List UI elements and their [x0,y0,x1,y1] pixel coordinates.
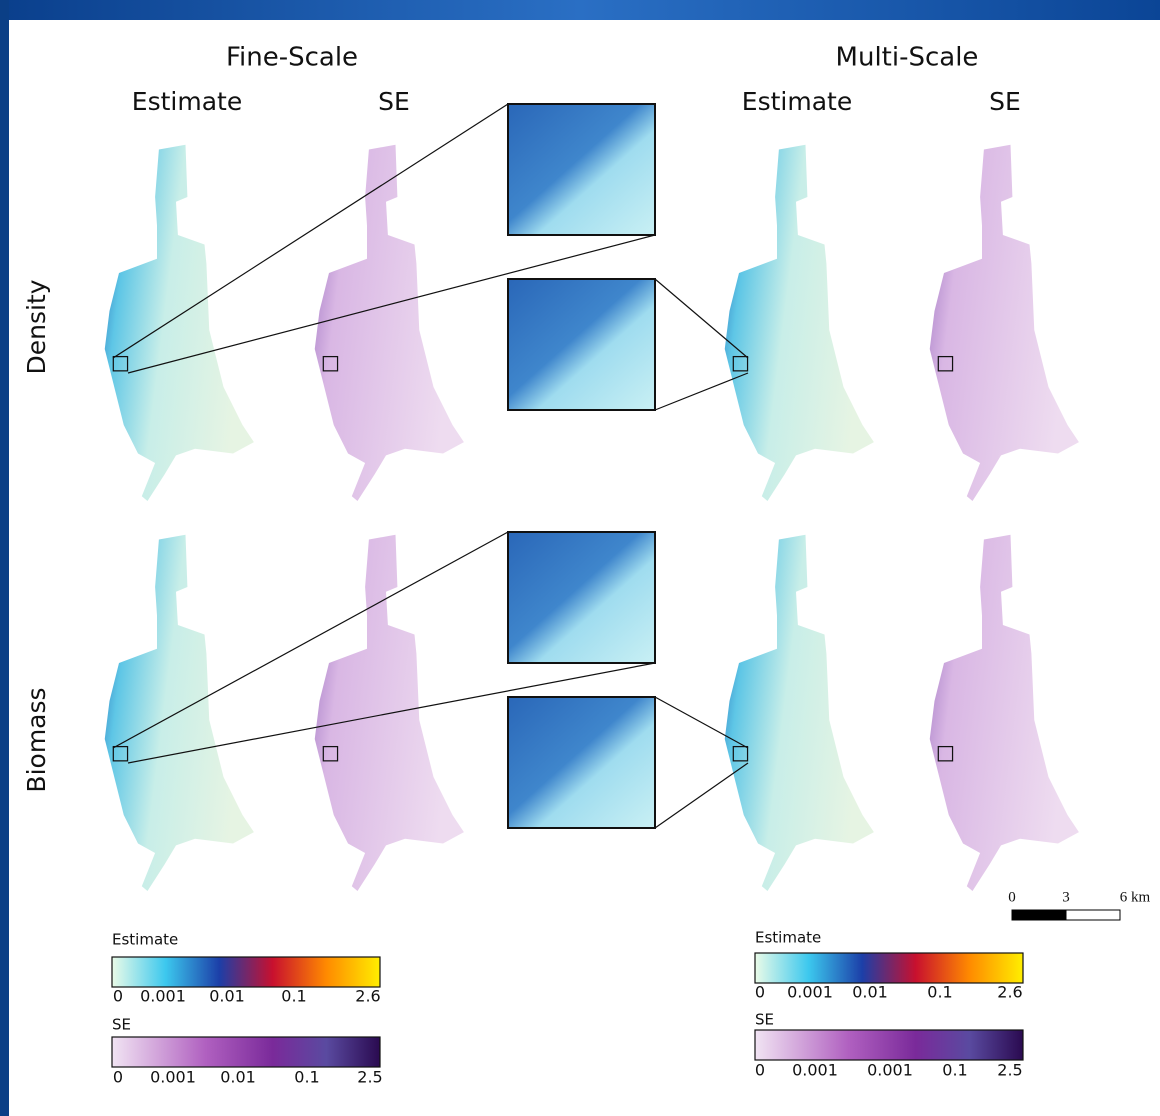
legend-tick: 0.001 [140,987,186,1006]
row-title: Density [22,279,51,374]
legend-title: SE [755,1011,774,1029]
color-ramp [112,1037,380,1067]
legend-title: SE [112,1016,131,1034]
legend-tick: 0.001 [150,1068,196,1087]
color-ramp [755,953,1023,983]
map-shape [725,145,874,501]
color-ramp [112,957,380,987]
legend-tick: 0.01 [852,983,888,1002]
legend-tick: 2.5 [357,1068,382,1087]
legend-tick: 0 [113,987,123,1006]
column-group-title: Multi-Scale [836,43,979,73]
legend-tick: 0 [755,983,765,1002]
map [105,535,254,891]
column-title: Estimate [742,87,852,116]
legend-tick: 0.1 [927,983,952,1002]
column-title: SE [378,87,410,116]
scale-label: 0 [1008,889,1016,905]
top-band [0,0,1160,20]
legend-tick: 2.5 [997,1061,1022,1080]
map-shape [930,535,1079,891]
legend-tick: 2.6 [997,983,1022,1002]
map [930,145,1079,501]
legend-tick: 0.01 [209,987,245,1006]
legend-tick: 2.6 [355,987,380,1006]
map-shape [315,145,464,501]
legend-tick: 0.1 [294,1068,319,1087]
insets [508,104,655,828]
scale-label: 3 [1062,889,1070,905]
map-shape [105,145,254,501]
map-shape [105,535,254,891]
map [105,145,254,501]
legend-tick: 0.1 [942,1061,967,1080]
legend-title: Estimate [112,931,178,949]
legend-tick: 0.001 [867,1061,913,1080]
legend-tick: 0.001 [792,1061,838,1080]
scale-bar: 0 3 6 km [1008,889,1150,920]
map [725,145,874,501]
map [725,535,874,891]
legend-tick: 0 [755,1061,765,1080]
column-title: SE [989,87,1021,116]
legend-title: Estimate [755,929,821,947]
map-shape [725,535,874,891]
legends: Estimate 0 0.001 0.01 0.1 2.6 SE 0 0.001 0.01 0.1 2… [112,929,1023,1087]
map [315,145,464,501]
color-ramp [755,1030,1023,1060]
column-title: Estimate [132,87,242,116]
row-title: Biomass [22,687,51,792]
left-band [0,0,9,1116]
figure: Fine-Scale Multi-Scale Estimate SE Estim… [0,0,1160,1116]
column-group-title: Fine-Scale [226,43,358,73]
legend-tick: 0 [113,1068,123,1087]
legend-tick: 0.01 [220,1068,256,1087]
map [930,535,1079,891]
map-shape [930,145,1079,501]
legend-tick: 0.001 [787,983,833,1002]
legend-tick: 0.1 [281,987,306,1006]
scale-label: 6 km [1120,889,1151,905]
